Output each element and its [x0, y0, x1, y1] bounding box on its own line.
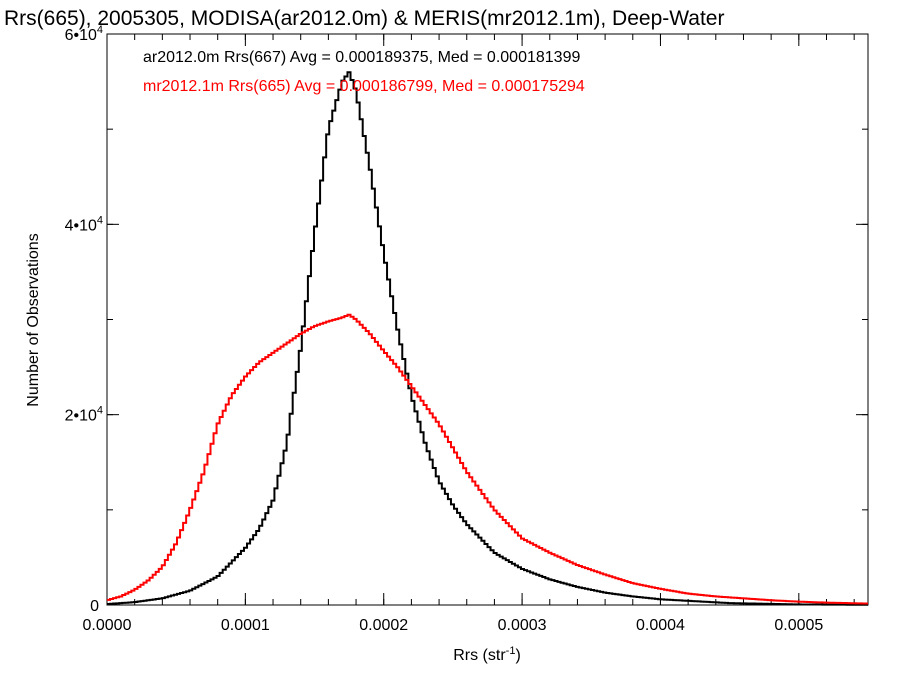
x-tick-label: 0.0003	[498, 617, 547, 634]
x-tick-label: 0.0005	[774, 617, 823, 634]
legend-entry: mr2012.1m Rrs(665) Avg = 0.000186799, Me…	[143, 78, 585, 95]
series-line-1	[107, 71, 868, 606]
series-line-2	[107, 313, 868, 605]
y-tick-label: 6•104	[65, 24, 103, 44]
plot-frame	[106, 33, 869, 606]
series-lines	[107, 71, 868, 606]
x-tick-label: 0.0004	[636, 617, 685, 634]
axis-ticks	[106, 33, 868, 606]
legend-entry: ar2012.0m Rrs(667) Avg = 0.000189375, Me…	[143, 49, 580, 66]
y-tick-label: 0	[90, 598, 99, 615]
x-tick-label: 0.0000	[83, 617, 132, 634]
y-tick-label: 4•104	[65, 214, 103, 234]
x-axis-label: Rrs (str-1)	[453, 645, 521, 664]
y-tick-label: 2•104	[65, 405, 103, 425]
x-tick-label: 0.0001	[221, 617, 270, 634]
y-axis-label: Number of Observations	[25, 233, 42, 406]
tick-labels: 0.0000 0.0001 0.0002 0.0003 0.0004 0.0005 0 2•1…	[65, 24, 824, 634]
legend: ar2012.0m Rrs(667) Avg = 0.000189375, Me…	[143, 49, 585, 95]
chart-title: Rrs(665), 2005305, MODISA(ar2012.0m) & M…	[4, 7, 724, 30]
x-tick-label: 0.0002	[359, 617, 408, 634]
